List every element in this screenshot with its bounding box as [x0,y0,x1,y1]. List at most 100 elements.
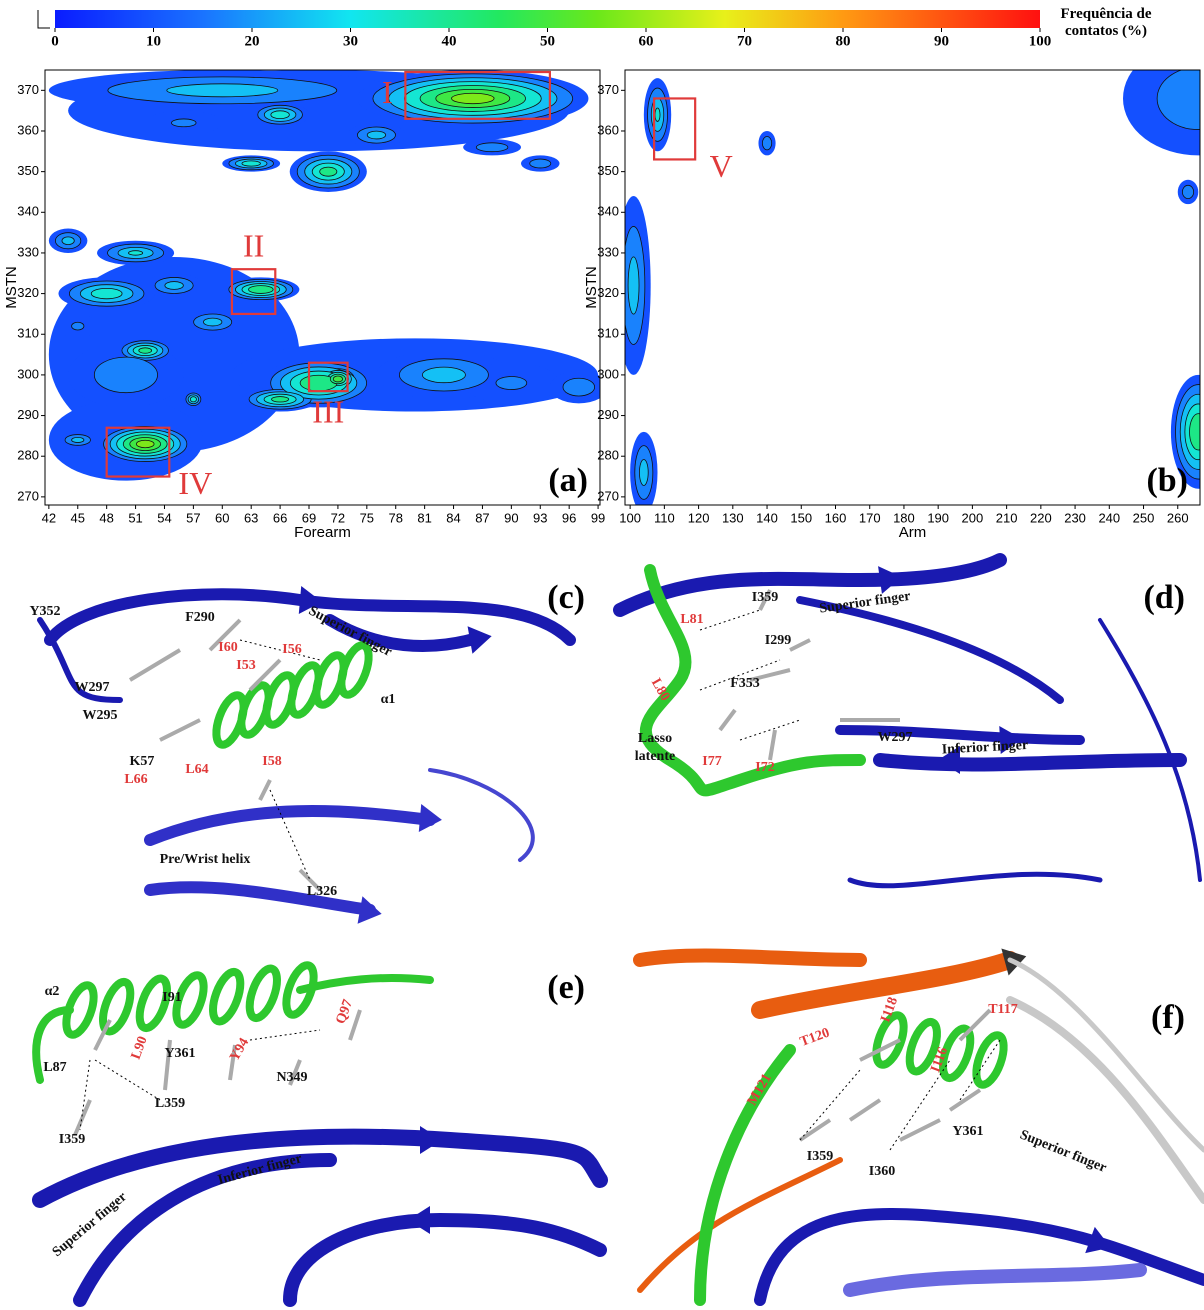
residue-label: Inferior finger [216,1151,303,1188]
arrow-head [298,586,322,614]
x-tick-label: 200 [962,510,984,525]
tick-label: 80 [836,33,851,49]
contour-level [421,366,466,384]
residue-label: Q97 [333,998,356,1027]
x-tick-label: 51 [128,510,142,525]
residue-label: F290 [185,610,215,625]
x-tick-label: 170 [859,510,881,525]
x-tick-label: 100 [619,510,641,525]
y-tick-label: 330 [597,244,619,259]
residue-label: W297 [878,730,913,745]
helix-turn [939,1024,975,1083]
x-tick-label: 130 [722,510,744,525]
tick-label: 20 [245,33,260,49]
residue-label: K57 [130,754,155,769]
x-tick-label: 63 [244,510,258,525]
contact [889,1059,951,1151]
ribbon [73,1153,337,1307]
contact [699,659,781,691]
colorbar-label-box: Frequência de contatos (%) [1061,6,1152,39]
x-tick-label: 57 [186,510,200,525]
contour-level [61,236,75,246]
plot-frame [44,69,601,506]
colorbar-bracket [37,10,50,29]
panel-label: (d) [1143,579,1185,616]
region-box [105,426,171,478]
x-tick-label: 93 [533,510,547,525]
contour-level [271,396,290,403]
ribbon [1006,996,1204,1204]
contour-level [627,256,640,315]
contour-level [128,250,144,256]
residue-label: I77 [702,754,721,769]
ribbon [796,596,1064,704]
residue-label: I299 [765,633,791,648]
ribbon [1007,957,1204,1153]
panel-label: (b) [1146,462,1188,499]
contour-level [189,396,197,403]
panel-label: (c) [547,579,585,616]
x-tick-label: 48 [99,510,113,525]
region-label: V [710,148,733,184]
side-chain [859,1038,901,1062]
contour-level [71,436,85,443]
residue-label: Y352 [29,604,60,619]
ribbon [144,805,436,846]
side-chain [93,1019,112,1051]
x-tick-label: 180 [893,510,915,525]
residue-label: F353 [730,676,760,691]
contour-level [654,107,661,122]
contour-level [166,83,279,98]
y-tick-label: 360 [597,122,619,137]
arrow-head [1085,1226,1111,1254]
arrow-head [418,804,442,832]
y-tick-label: 310 [597,326,619,341]
y-tick-label: 370 [17,82,39,97]
residue-label: L81 [680,612,703,627]
side-chain [248,658,282,692]
ribbon [843,1263,1147,1297]
ribbon [428,768,535,862]
ribbon [847,871,1103,889]
side-chain [789,638,811,652]
contour-level [241,160,261,167]
residue-label: I118 [878,995,901,1024]
x-tick-label: 78 [388,510,402,525]
x-tick-label: 87 [475,510,489,525]
contact [249,1029,321,1041]
tick-label: 0 [51,33,59,49]
ribbon [835,725,1085,745]
y-tick-label: 320 [17,285,39,300]
arrow-head [938,746,960,774]
helix-turn [972,1031,1008,1089]
side-chain [258,779,272,801]
panel-label: (e) [547,969,585,1006]
contour-level [203,317,223,327]
x-tick-label: 260 [1167,510,1189,525]
side-chain [948,1088,982,1112]
ribbon [324,614,476,652]
residue-label: L66 [124,772,147,787]
y-tick-label: 280 [17,448,39,463]
y-tick-label: 350 [17,163,39,178]
panel-label: (f) [1151,999,1185,1036]
side-chain [159,718,201,742]
contour-level [451,92,495,105]
residue-label: I359 [807,1149,833,1164]
helix-turn [99,977,135,1036]
residue-label: Pre/Wrist helix [160,852,251,867]
contour-level [135,439,155,449]
ribbon [32,1128,608,1208]
helix-turn [872,1011,908,1069]
contour-level [1189,413,1200,451]
x-tick-label: 160 [825,510,847,525]
y-tick-label: 290 [17,407,39,422]
side-chain [298,868,322,892]
helix-turn [282,961,318,1019]
x-axis-label: Arm [899,524,927,541]
x-tick-label: 81 [417,510,431,525]
arrow-head [420,1126,442,1154]
ribbon [873,753,1187,772]
residue-label: L326 [307,884,337,899]
